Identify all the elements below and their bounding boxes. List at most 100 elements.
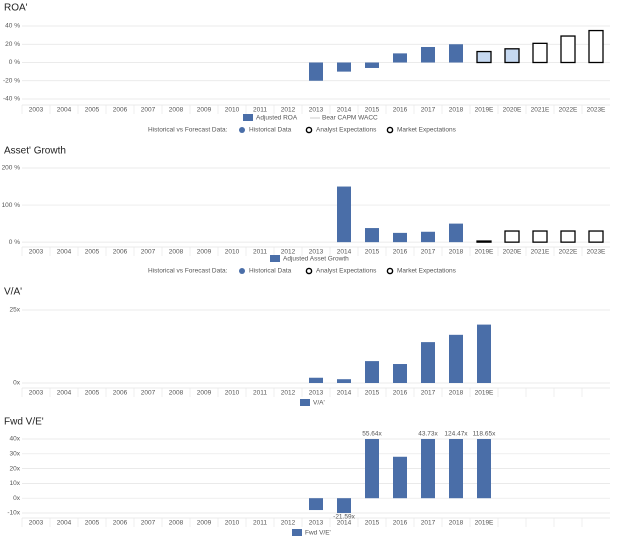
x-tick-label: 2010 [225,520,240,527]
bar [421,46,435,63]
x-tick-label: 2013 [309,520,324,527]
x-tick-label: 2023E [587,249,606,256]
legend-marker [386,126,394,134]
x-tick-label: 2007 [141,520,156,527]
x-tick-label: 2019E [475,249,494,256]
legend-swatch [270,255,280,262]
x-tick-label: 2009 [197,390,212,397]
x-tick-label: 2015 [365,520,380,527]
x-tick-label: 2017 [421,390,436,397]
x-tick-label: 2004 [57,107,72,114]
x-tick-label: 2005 [85,520,100,527]
bar [477,324,491,383]
x-tick-label: 2018 [449,249,464,256]
y-tick-label: 200 % [2,165,21,172]
x-tick-label: 2015 [365,390,380,397]
bar [449,223,463,243]
x-tick-label: 2019E [475,390,494,397]
y-tick-label: 0x [13,495,21,502]
bar [476,50,492,64]
bar [337,379,351,383]
x-tick-label: 2009 [197,520,212,527]
legend-title: Historical vs Forecast Data: [148,127,228,134]
plot [309,439,491,513]
x-tick-label: 2012 [281,249,296,256]
x-tick-label: 2006 [113,249,128,256]
x-tick-label: 2013 [309,107,324,114]
x-tick-label: 2018 [449,107,464,114]
chart-title: V/A' [4,287,22,298]
x-tick-label: 2018 [449,520,464,527]
x-tick-label: 2005 [85,390,100,397]
legend-marker [305,126,313,134]
legend-label: Adjusted Asset Growth [283,256,349,263]
legend-label: Market Expectations [397,268,457,275]
legend-label: V/A' [313,400,325,407]
legend-title: Historical vs Forecast Data: [148,268,228,275]
legend-marker [239,127,245,133]
y-tick-label: 0 % [9,59,20,66]
bar [337,498,351,513]
bar [588,230,604,243]
x-tick-label: 2007 [141,390,156,397]
y-tick-label: 20 % [5,41,20,48]
y-tick-label: -40 % [3,96,20,103]
legend-swatch [243,114,253,121]
y-tick-label: 40 % [5,23,20,30]
x-tick-label: 2015 [365,249,380,256]
value-label: 118.65x [473,431,496,438]
x-tick-label: 2003 [29,390,44,397]
x-tick-label: 2022E [559,249,578,256]
y-tick-label: 100 % [2,202,21,209]
value-label: 124.47x [444,431,468,438]
bar [421,231,435,243]
bar [449,334,463,383]
y-tick-label: -20 % [3,77,20,84]
x-tick-label: 2010 [225,390,240,397]
x-tick-label: 2020E [503,107,522,114]
bar [421,342,435,383]
y-tick-label: 25x [10,307,21,314]
y-tick-label: 40x [10,436,21,443]
bar [365,62,379,68]
x-tick-label: 2006 [113,520,128,527]
legend-label: Fwd V/E' [305,530,331,537]
bar [421,439,435,499]
bar [365,361,379,383]
plot [309,324,491,383]
x-tick-label: 2007 [141,249,156,256]
x-tick-label: 2010 [225,249,240,256]
x-tick-label: 2023E [587,107,606,114]
legend-label: Market Expectations [397,127,457,134]
x-tick-label: 2008 [169,390,184,397]
legend-label: Historical Data [249,127,292,134]
chart-title: Fwd V/E' [4,417,44,428]
bar [365,228,379,243]
x-tick-label: 2019E [475,107,494,114]
y-tick-label: 0x [13,380,21,387]
x-tick-label: 2008 [169,520,184,527]
y-tick-label: 10x [10,480,21,487]
x-tick-label: 2008 [169,249,184,256]
x-tick-label: 2014 [337,249,352,256]
x-tick-label: 2006 [113,390,128,397]
bar [504,230,520,243]
chart-title: Asset' Growth [4,146,66,157]
value-label: -21.59x [333,514,355,521]
x-tick-label: 2012 [281,520,296,527]
x-tick-label: 2011 [253,249,267,256]
x-tick-label: 2022E [559,107,578,114]
bar [393,232,407,243]
value-label: 55.64x [362,431,382,438]
x-tick-label: 2017 [421,520,436,527]
x-tick-label: 2012 [281,390,296,397]
x-tick-label: 2016 [393,249,408,256]
x-tick-label: 2018 [449,390,464,397]
legend-label: Adjusted ROA [256,115,298,122]
legend-marker [305,267,313,275]
bar [393,364,407,383]
bar [393,53,407,63]
bar [449,439,463,499]
x-tick-label: 2016 [393,107,408,114]
